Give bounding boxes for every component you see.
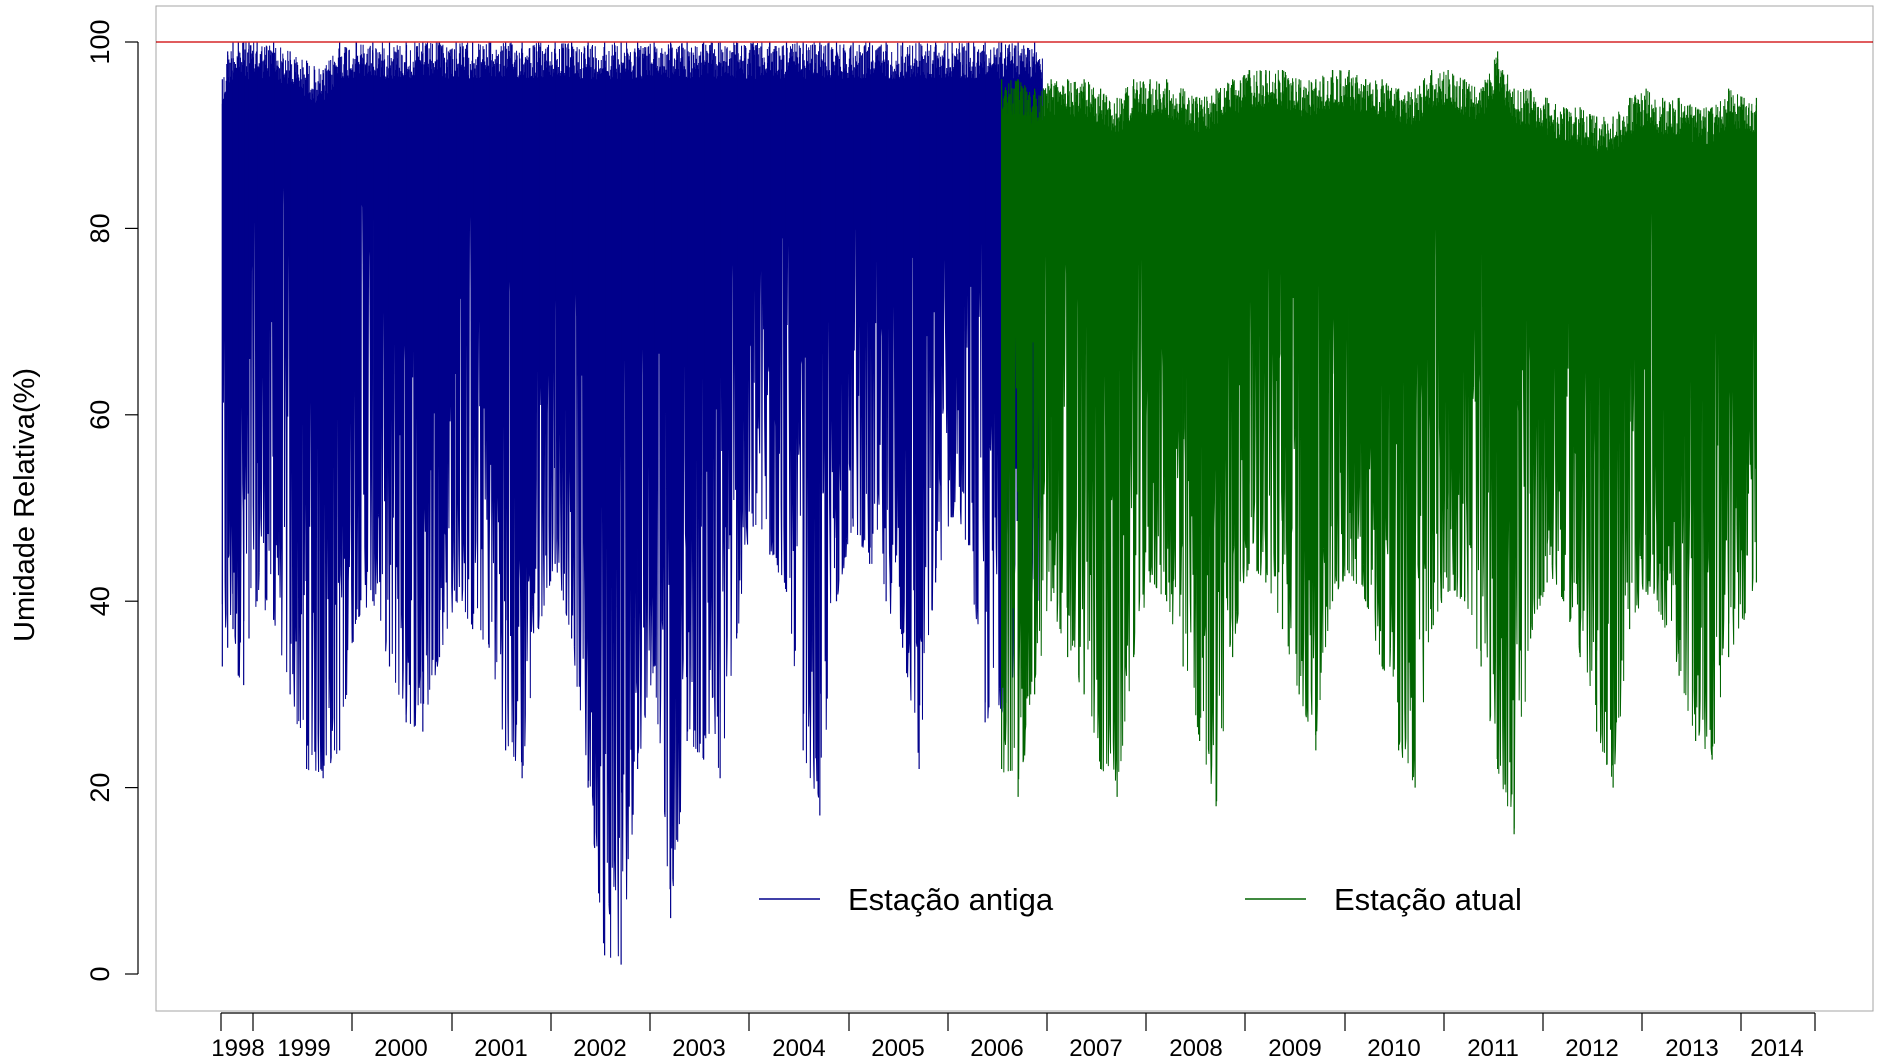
- x-tick-label: 1998: [211, 1035, 264, 1062]
- y-axis: 0 20 40 60 80 100: [85, 19, 139, 982]
- y-tick-label: 20: [85, 773, 115, 803]
- legend-label: Estação antiga: [848, 882, 1054, 917]
- y-tick-label: 60: [85, 400, 115, 430]
- x-tick-label: 2009: [1268, 1035, 1321, 1062]
- x-tick-label: 2001: [474, 1035, 527, 1062]
- x-tick-label: 2011: [1467, 1035, 1519, 1062]
- y-tick-label: 0: [85, 966, 115, 981]
- y-tick-label: 100: [85, 19, 115, 64]
- y-tick-label: 40: [85, 586, 115, 616]
- x-tick-label: 1999: [277, 1035, 330, 1062]
- x-tick-label: 2003: [672, 1035, 725, 1062]
- legend-label: Estação atual: [1334, 882, 1522, 917]
- plot-frame: [155, 5, 1874, 1012]
- series-estacao-atual: [1001, 51, 1758, 835]
- x-tick-label: 2008: [1169, 1035, 1222, 1062]
- x-tick-label: 2004: [772, 1035, 825, 1062]
- series-estacao-antiga: [221, 42, 1043, 965]
- x-tick-label: 2002: [573, 1035, 626, 1062]
- x-tick-label: 2007: [1069, 1035, 1122, 1062]
- x-tick-label: 2010: [1367, 1035, 1420, 1062]
- x-axis: 1998 1999 2000 2001 2002 2003 2004 2005 2006 2007…: [211, 1012, 1816, 1062]
- series-layer: [156, 41, 1873, 965]
- x-tick-label: 2006: [970, 1035, 1023, 1062]
- x-tick-label: 2014: [1750, 1035, 1803, 1062]
- x-tick-label: 2000: [374, 1035, 427, 1062]
- x-tick-label: 2013: [1665, 1035, 1718, 1062]
- x-tick-label: 2012: [1565, 1035, 1618, 1062]
- y-axis-title: Umidade Relativa(%): [9, 368, 41, 642]
- legend: Estação antiga Estação atual: [759, 882, 1522, 917]
- y-tick-label: 80: [85, 213, 115, 243]
- x-tick-label: 2005: [871, 1035, 924, 1062]
